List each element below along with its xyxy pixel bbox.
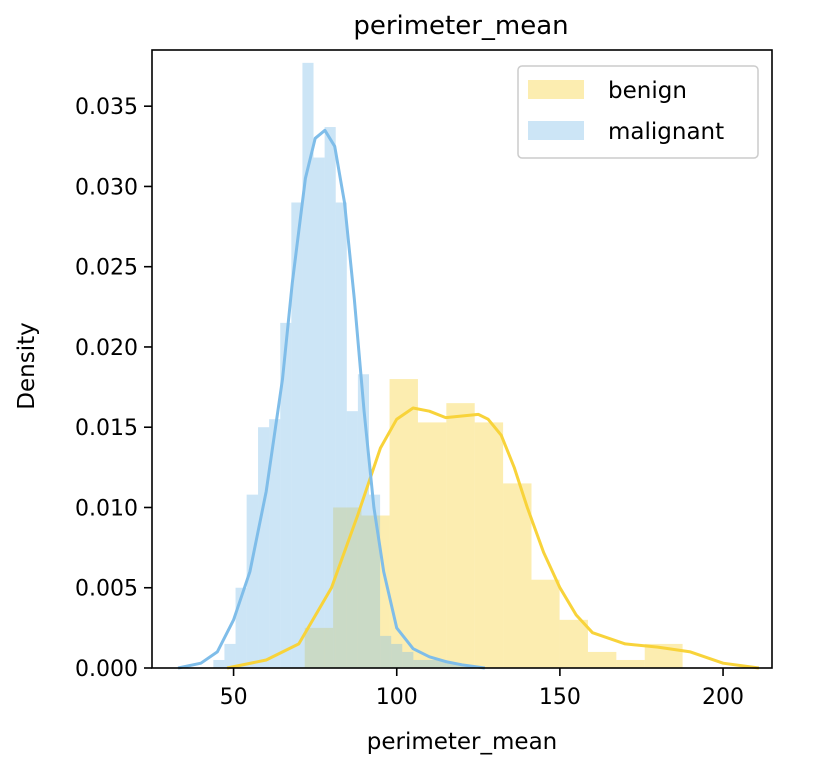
x-tick-label: 100 xyxy=(376,685,418,710)
histogram-benign xyxy=(304,379,683,668)
bar-benign xyxy=(474,422,504,668)
y-tick-label: 0.015 xyxy=(75,416,138,441)
x-tick-label: 200 xyxy=(702,685,744,710)
bar-benign xyxy=(417,422,447,668)
y-tick-label: 0.030 xyxy=(75,175,138,200)
y-tick-label: 0.005 xyxy=(75,577,138,602)
bar-malignant xyxy=(402,651,414,668)
x-tick-label: 150 xyxy=(539,685,581,710)
bar-malignant xyxy=(446,663,458,668)
bar-malignant xyxy=(324,127,336,669)
plot-area xyxy=(177,62,760,670)
bar-malignant xyxy=(357,374,369,668)
bar-malignant xyxy=(235,587,247,668)
bar-malignant xyxy=(258,427,270,668)
legend-label-malignant: malignant xyxy=(608,119,724,145)
bar-benign xyxy=(361,515,390,668)
x-axis-label: perimeter_mean xyxy=(367,729,558,755)
y-tick-label: 0.035 xyxy=(75,95,138,120)
bar-benign xyxy=(587,651,617,668)
bar-malignant xyxy=(280,322,292,668)
bar-benign xyxy=(559,619,588,668)
bar-malignant xyxy=(302,62,314,669)
bar-malignant xyxy=(380,635,392,668)
bar-malignant xyxy=(424,659,436,668)
bar-malignant xyxy=(413,659,425,668)
bar-benign xyxy=(333,507,362,668)
bar-malignant xyxy=(335,202,347,668)
bar-malignant xyxy=(369,494,381,668)
legend-swatch-benign xyxy=(528,80,584,99)
legend-label-benign: benign xyxy=(608,78,687,104)
kde-line-benign xyxy=(226,406,760,670)
x-tick-label: 50 xyxy=(220,685,248,710)
bar-malignant xyxy=(224,643,236,668)
y-tick-label: 0.000 xyxy=(75,657,138,682)
bar-malignant xyxy=(269,419,281,668)
histogram-malignant xyxy=(213,62,469,669)
bar-benign xyxy=(446,403,475,668)
bar-malignant xyxy=(313,157,325,669)
bar-benign xyxy=(304,627,334,668)
bar-benign xyxy=(531,579,560,668)
kde-line-malignant xyxy=(177,128,486,670)
bar-malignant xyxy=(213,659,225,668)
bar-malignant xyxy=(246,494,259,668)
bar-malignant xyxy=(291,202,303,668)
bar-malignant xyxy=(435,659,447,668)
bar-malignant xyxy=(391,643,403,668)
legend: benign malignant xyxy=(517,65,759,159)
bar-malignant xyxy=(346,411,358,668)
y-axis-label: Density xyxy=(14,322,40,409)
chart-title: perimeter_mean xyxy=(353,11,568,41)
legend-swatch-malignant xyxy=(528,121,584,140)
axes: 50 100 150 200 0.000 0.005 0.010 0.015 0.020 0.02… xyxy=(75,49,773,710)
bar-benign xyxy=(616,659,645,668)
bar-benign xyxy=(503,483,532,668)
plot-frame xyxy=(151,49,773,669)
y-tick-label: 0.020 xyxy=(75,336,138,361)
y-tick-label: 0.025 xyxy=(75,256,138,281)
y-tick-label: 0.010 xyxy=(75,496,138,521)
legend-frame xyxy=(517,65,759,159)
